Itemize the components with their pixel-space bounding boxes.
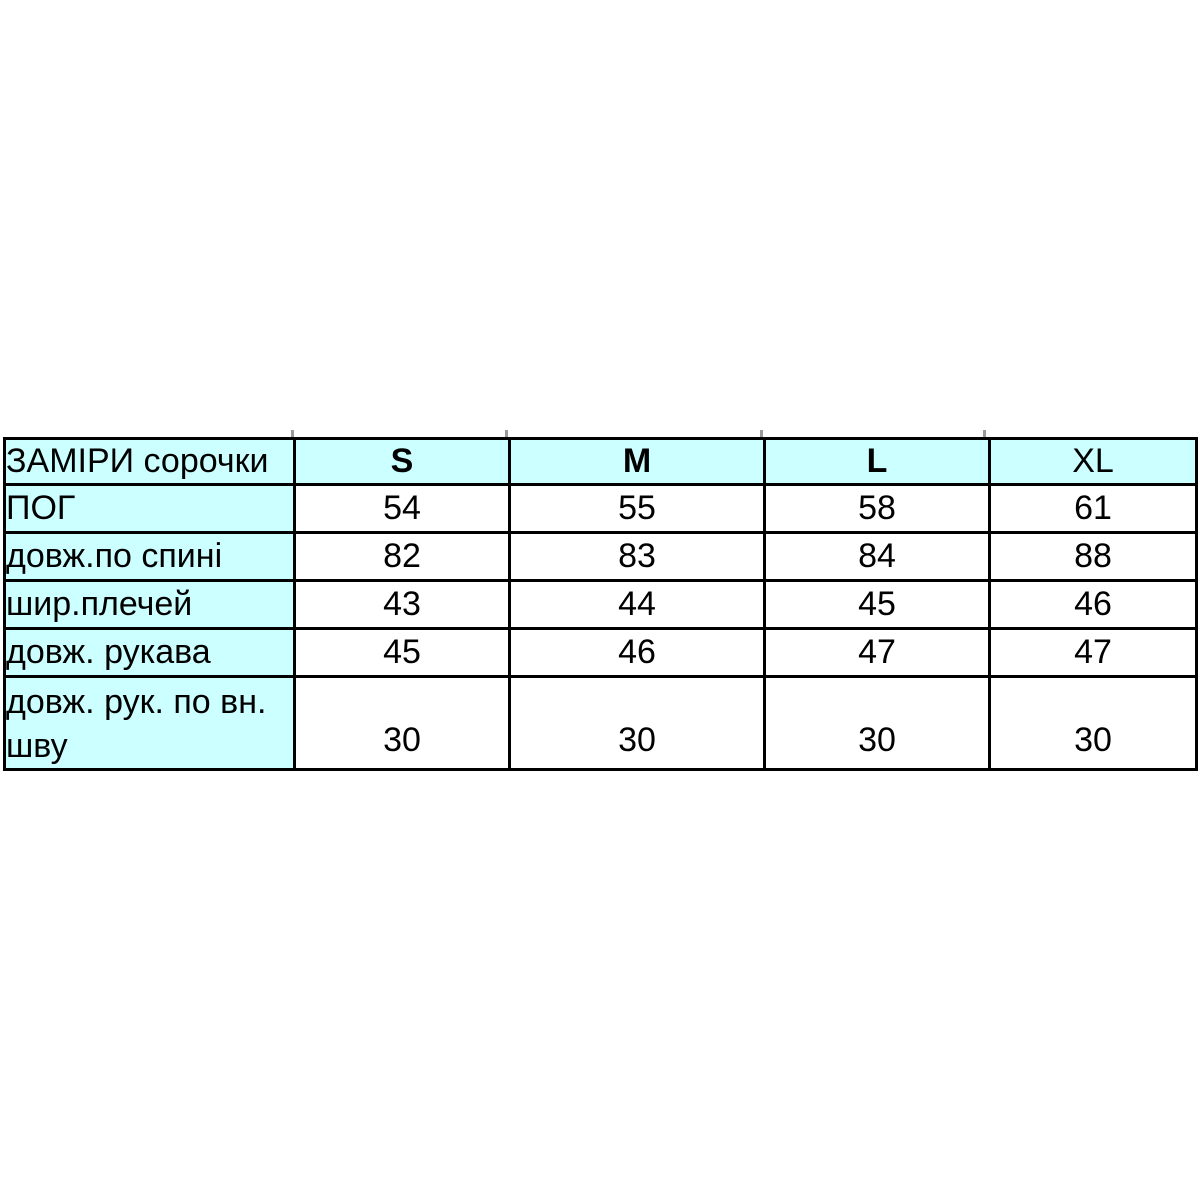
value-cell: 46 — [508, 627, 766, 678]
value-cell: 88 — [988, 531, 1198, 582]
value-cell: 58 — [763, 483, 991, 534]
value-cell: 30 — [293, 674, 511, 772]
value-cell: 45 — [763, 579, 991, 630]
value-cell: 46 — [988, 579, 1198, 630]
table-title-cell: ЗАМІРИ сорочки — [3, 437, 296, 486]
table-row-pog: ПОГ 54 55 58 61 — [3, 483, 1198, 534]
table-row-back-length: довж.по спині 82 83 84 88 — [3, 531, 1198, 582]
header-size-m: M — [508, 437, 766, 486]
value-cell: 47 — [763, 627, 991, 678]
value-cell: 45 — [293, 627, 511, 678]
value-cell: 30 — [988, 674, 1198, 772]
value-cell: 30 — [508, 674, 766, 772]
gridline-stub — [760, 430, 763, 438]
value-cell: 47 — [988, 627, 1198, 678]
value-cell: 54 — [293, 483, 511, 534]
table-row-sleeve-length: довж. рукава 45 46 47 47 — [3, 627, 1198, 678]
value-cell: 44 — [508, 579, 766, 630]
value-cell: 43 — [293, 579, 511, 630]
header-size-s: S — [293, 437, 511, 486]
row-label: ПОГ — [3, 483, 296, 534]
value-cell: 83 — [508, 531, 766, 582]
gridline-stub — [505, 430, 508, 438]
row-label: довж. рукава — [3, 627, 296, 678]
gridline-stub — [983, 430, 986, 438]
size-chart-table: ЗАМІРИ сорочки S M L XL ПОГ 54 55 58 61 … — [3, 437, 1198, 772]
row-label: довж.по спині — [3, 531, 296, 582]
header-size-l: L — [763, 437, 991, 486]
row-label: шир.плечей — [3, 579, 296, 630]
value-cell: 82 — [293, 531, 511, 582]
header-size-xl: XL — [988, 437, 1198, 486]
value-cell: 55 — [508, 483, 766, 534]
gridline-stub — [291, 430, 294, 438]
table-row-shoulder-width: шир.плечей 43 44 45 46 — [3, 579, 1198, 630]
value-cell: 30 — [763, 674, 991, 772]
table-row-inner-seam-sleeve: довж. рук. по вн. шву 30 30 30 30 — [3, 674, 1198, 772]
table-header-row: ЗАМІРИ сорочки S M L XL — [3, 437, 1198, 486]
value-cell: 61 — [988, 483, 1198, 534]
row-label: довж. рук. по вн. шву — [3, 674, 296, 772]
value-cell: 84 — [763, 531, 991, 582]
